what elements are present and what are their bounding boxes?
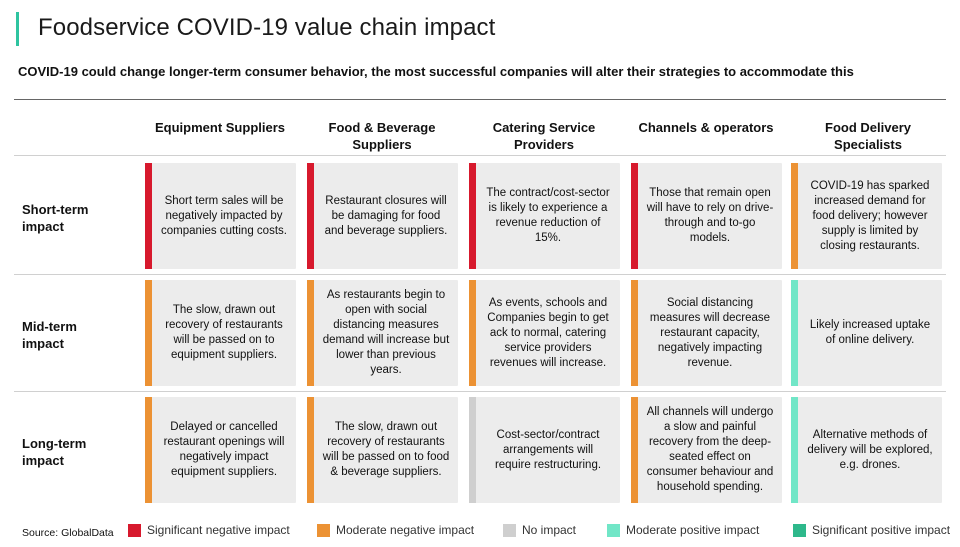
column-header-food-delivery-specialists: Food Delivery Specialists [825, 120, 911, 152]
impact-cell: COVID-19 has sparked increased demand fo… [791, 163, 942, 269]
impact-cell: Those that remain open will have to rely… [631, 163, 782, 269]
legend-swatch [503, 523, 516, 537]
page-title: Foodservice COVID-19 value chain impact [38, 14, 496, 41]
impact-cell: The contract/cost-sector is likely to ex… [469, 163, 620, 269]
impact-cell-text: Social distancing measures will decrease… [649, 296, 771, 369]
impact-color-bar [145, 397, 152, 503]
legend-label: Moderate positive impact [626, 523, 760, 537]
column-header-equipment-suppliers: Equipment Suppliers [154, 120, 285, 135]
impact-cell-text: As restaurants begin to open with social… [322, 289, 450, 376]
header-divider [14, 99, 946, 100]
row-divider [14, 274, 946, 275]
impact-cell-text: The contract/cost-sector is likely to ex… [486, 187, 610, 244]
row-divider [14, 155, 946, 156]
legend-item-no-impact: No impact [503, 523, 576, 537]
impact-color-bar [631, 163, 638, 269]
legend-label: No impact [522, 523, 577, 537]
source-note: Source: GlobalData [22, 527, 114, 539]
impact-cell-text: Short term sales will be negatively impa… [161, 194, 287, 237]
impact-cell: The slow, drawn out recovery of restaura… [307, 397, 458, 503]
impact-cell: Alternative methods of delivery will be … [791, 397, 942, 503]
impact-color-bar [469, 280, 476, 386]
impact-cell-text: Cost-sector/contract arrangements will r… [494, 428, 602, 471]
legend-item-significant-negative: Significant negative impact [128, 523, 290, 537]
impact-cell-text: The slow, drawn out recovery of restaura… [322, 421, 450, 478]
impact-cell: The slow, drawn out recovery of restaura… [145, 280, 296, 386]
impact-cell-text: As events, schools and Companies begin t… [487, 296, 609, 369]
title-accent-bar [16, 12, 19, 46]
impact-color-bar [791, 163, 798, 269]
page-subtitle: COVID-19 could change longer-term consum… [18, 64, 854, 79]
impact-cell-text: Likely increased uptake of online delive… [809, 319, 931, 346]
legend-item-moderate-negative: Moderate negative impact [317, 523, 474, 537]
legend-label: Significant negative impact [147, 523, 290, 537]
impact-cell: As restaurants begin to open with social… [307, 280, 458, 386]
impact-color-bar [307, 163, 314, 269]
legend-swatch [793, 523, 806, 537]
row-label-short-term: Short-term impact [22, 202, 89, 234]
impact-cell: Social distancing measures will decrease… [631, 280, 782, 386]
impact-color-bar [631, 280, 638, 386]
impact-color-bar [469, 397, 476, 503]
row-label-mid-term: Mid-term impact [22, 319, 77, 351]
legend-swatch [607, 523, 620, 537]
impact-cell-text: Delayed or cancelled restaurant openings… [163, 421, 285, 478]
row-divider [14, 391, 946, 392]
legend-item-significant-positive: Significant positive impact [793, 523, 950, 537]
impact-cell: Delayed or cancelled restaurant openings… [145, 397, 296, 503]
impact-cell-text: Alternative methods of delivery will be … [807, 428, 933, 471]
column-header-food-beverage-suppliers: Food & Beverage Suppliers [328, 120, 436, 152]
impact-cell: Short term sales will be negatively impa… [145, 163, 296, 269]
column-header-channels-operators: Channels & operators [638, 120, 774, 135]
column-header-catering-service-providers: Catering Service Providers [492, 120, 596, 152]
impact-color-bar [307, 397, 314, 503]
impact-cell: As events, schools and Companies begin t… [469, 280, 620, 386]
impact-cell-text: COVID-19 has sparked increased demand fo… [810, 179, 930, 252]
impact-cell-text: Restaurant closures will be damaging for… [324, 194, 448, 237]
impact-cell-text: The slow, drawn out recovery of restaura… [165, 304, 283, 361]
legend-label: Significant positive impact [812, 523, 951, 537]
impact-cell-text: Those that remain open will have to rely… [646, 187, 774, 244]
impact-color-bar [791, 280, 798, 386]
impact-cell: Restaurant closures will be damaging for… [307, 163, 458, 269]
impact-color-bar [145, 280, 152, 386]
legend-label: Moderate negative impact [336, 523, 475, 537]
impact-color-bar [307, 280, 314, 386]
impact-color-bar [145, 163, 152, 269]
impact-color-bar [791, 397, 798, 503]
legend-item-moderate-positive: Moderate positive impact [607, 523, 759, 537]
impact-cell: Cost-sector/contract arrangements will r… [469, 397, 620, 503]
impact-cell: All channels will undergo a slow and pai… [631, 397, 782, 503]
impact-color-bar [469, 163, 476, 269]
row-label-long-term: Long-term impact [22, 436, 87, 468]
impact-cell: Likely increased uptake of online delive… [791, 280, 942, 386]
impact-color-bar [631, 397, 638, 503]
legend-swatch [128, 523, 141, 537]
impact-cell-text: All channels will undergo a slow and pai… [646, 406, 774, 493]
legend-swatch [317, 523, 330, 537]
